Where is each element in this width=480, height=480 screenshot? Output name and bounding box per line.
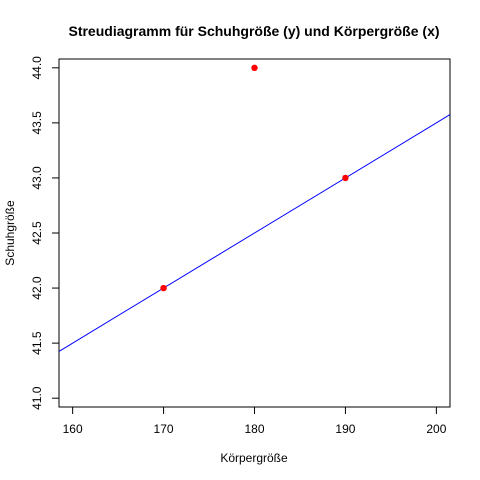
y-tick-label: 43.5 — [30, 111, 44, 135]
y-axis-label: Schuhgröße — [3, 200, 17, 266]
x-axis: 160 170 180 190 200 — [63, 407, 447, 436]
y-tick-label: 43.0 — [30, 166, 44, 190]
y-tick-label: 44.0 — [30, 56, 44, 80]
x-tick-label: 160 — [63, 422, 83, 436]
y-tick-label: 42.5 — [30, 221, 44, 245]
regression-line — [58, 114, 451, 352]
data-point — [251, 64, 258, 72]
y-tick-label: 41.5 — [30, 331, 44, 355]
regression-line-layer — [58, 114, 451, 352]
x-tick-label: 180 — [244, 422, 264, 436]
x-axis-label: Körpergröße — [220, 451, 288, 465]
chart-title: Streudiagramm für Schuhgröße (y) und Kör… — [68, 23, 439, 39]
x-tick-label: 190 — [335, 422, 355, 436]
x-tick-label: 200 — [426, 422, 446, 436]
y-tick-label: 41.0 — [30, 386, 44, 410]
x-tick-label: 170 — [154, 422, 174, 436]
y-axis: 41.0 41.5 42.0 42.5 43.0 43.5 44.0 — [30, 56, 59, 410]
data-point — [160, 284, 167, 292]
points-layer — [160, 64, 349, 292]
data-point — [342, 174, 349, 182]
y-tick-label: 42.0 — [30, 276, 44, 300]
